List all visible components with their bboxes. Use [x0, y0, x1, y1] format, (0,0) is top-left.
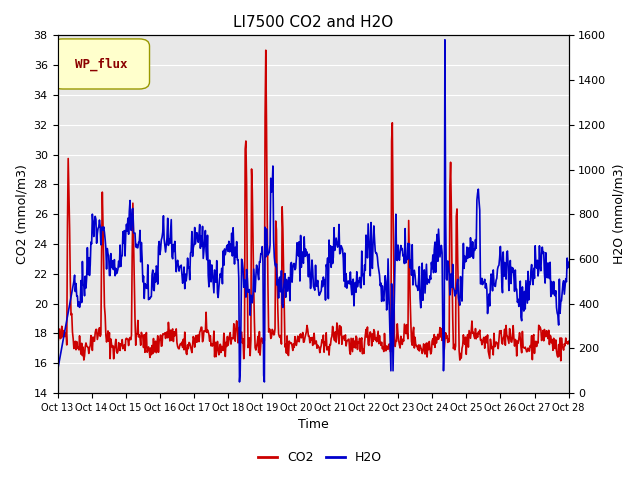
H2O [63, 317, 70, 323]
CO2 [262, 48, 269, 53]
H2O [564, 260, 572, 265]
Y-axis label: CO2 (mmol/m3): CO2 (mmol/m3) [15, 164, 28, 264]
CO2 [168, 337, 175, 343]
H2O [376, 272, 383, 278]
H2O [441, 37, 449, 43]
H2O [54, 368, 61, 373]
H2O [390, 289, 398, 295]
CO2 [54, 335, 61, 341]
CO2 [116, 343, 124, 348]
Y-axis label: H2O (mmol/m3): H2O (mmol/m3) [612, 164, 625, 264]
CO2 [63, 342, 70, 348]
H2O [236, 379, 243, 385]
H2O [116, 264, 124, 270]
CO2 [390, 333, 398, 339]
CO2 [564, 338, 572, 344]
Legend: CO2, H2O: CO2, H2O [253, 446, 387, 469]
CO2 [557, 358, 564, 364]
CO2 [376, 333, 383, 338]
CO2 [195, 332, 202, 338]
Line: H2O: H2O [58, 40, 568, 382]
FancyBboxPatch shape [52, 39, 150, 89]
X-axis label: Time: Time [298, 419, 328, 432]
Title: LI7500 CO2 and H2O: LI7500 CO2 and H2O [233, 15, 393, 30]
H2O [168, 217, 175, 223]
Text: WP_flux: WP_flux [75, 57, 127, 71]
H2O [195, 240, 202, 245]
Line: CO2: CO2 [58, 50, 568, 361]
